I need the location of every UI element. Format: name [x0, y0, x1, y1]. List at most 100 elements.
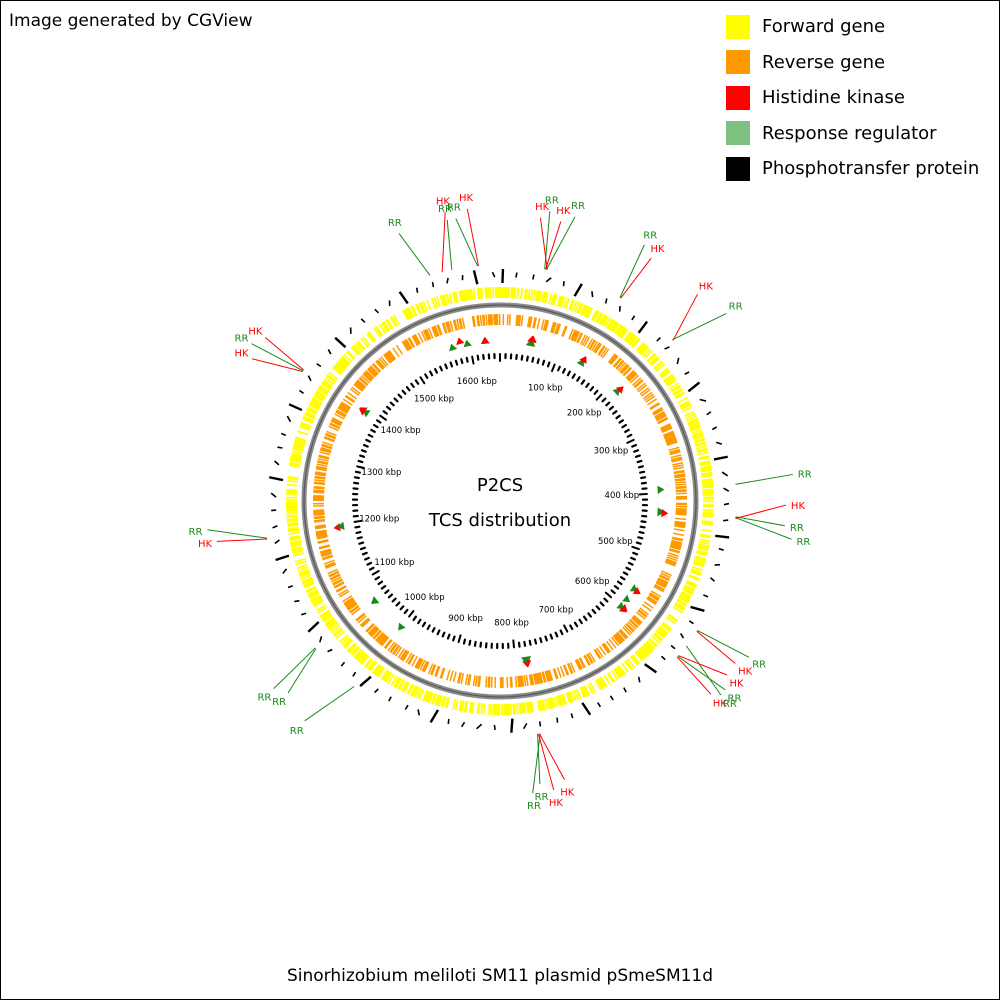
reverse-gene-mark [378, 634, 387, 645]
phosphotransfer-mark [415, 287, 419, 293]
forward-gene-mark [308, 591, 320, 598]
forward-gene-mark [309, 401, 321, 409]
forward-gene-mark [294, 440, 306, 446]
reverse-gene-mark [619, 628, 629, 638]
legend-item-phosphotransfer-protein: Phosphotransfer protein [726, 151, 979, 187]
reverse-gene-mark [429, 664, 436, 675]
callout-line [697, 630, 750, 658]
reverse-gene-mark [635, 611, 646, 620]
reverse-gene-mark [592, 342, 601, 353]
phosphotransfer-mark [581, 702, 592, 716]
reverse-gene-mark [628, 373, 638, 382]
phosphotransfer-mark [374, 308, 380, 314]
reverse-gene-mark [313, 510, 325, 513]
reverse-gene-mark [660, 423, 671, 430]
phosphotransfer-mark [491, 271, 496, 278]
reverse-gene-mark [671, 539, 683, 544]
reverse-gene-mark [431, 326, 437, 338]
forward-gene-mark [573, 689, 580, 701]
reverse-gene-mark [329, 422, 341, 429]
reverse-gene-mark [627, 372, 637, 382]
forward-gene-mark [525, 288, 529, 300]
ruler-tick [358, 541, 365, 545]
forward-gene-mark [340, 636, 350, 645]
reverse-gene-mark [323, 437, 335, 443]
forward-gene-mark [576, 302, 583, 314]
forward-gene-mark [348, 644, 358, 654]
reverse-gene-mark [625, 623, 635, 633]
forward-gene-mark [655, 630, 665, 639]
reverse-gene-mark [315, 529, 327, 533]
forward-gene-mark [596, 312, 604, 324]
reverse-gene-mark [672, 536, 684, 541]
forward-gene-mark [702, 489, 714, 493]
reverse-gene-mark [540, 319, 545, 331]
response-regulator-marker [337, 521, 345, 531]
forward-gene-mark [315, 604, 327, 612]
forward-gene-mark [476, 288, 480, 300]
reverse-gene-mark [354, 381, 365, 391]
ruler-tick [525, 355, 529, 362]
ruler-tick [638, 530, 645, 535]
forward-gene-mark [332, 627, 343, 637]
forward-gene-mark [612, 322, 620, 333]
forward-gene-mark [641, 645, 651, 655]
legend-label: Reverse gene [762, 51, 886, 73]
reverse-gene-mark [674, 478, 686, 482]
reverse-gene-mark [646, 597, 657, 606]
reverse-gene-mark [583, 336, 591, 347]
forward-gene-mark [675, 601, 686, 610]
ruler-tick [468, 639, 472, 646]
forward-gene-mark [640, 645, 650, 656]
forward-gene-mark [676, 599, 687, 607]
forward-gene-mark [651, 635, 661, 644]
forward-gene-mark [698, 455, 710, 460]
reverse-gene-mark [340, 402, 351, 410]
reverse-gene-mark [366, 368, 376, 378]
reverse-gene-mark [324, 436, 335, 442]
histidine-kinase-marker [615, 386, 624, 394]
ruler-tick [421, 621, 427, 628]
forward-gene-mark [400, 680, 408, 692]
genome-caption: Sinorhizobium meliloti SM11 plasmid pSme… [286, 966, 714, 986]
ruler-tick [357, 459, 364, 464]
reverse-gene-mark [672, 466, 685, 470]
reverse-gene-mark [591, 341, 599, 352]
forward-gene-mark [539, 699, 544, 711]
reverse-gene-mark [669, 450, 681, 456]
reverse-gene-mark [319, 451, 331, 456]
reverse-gene-mark [402, 340, 410, 351]
reverse-gene-mark [416, 658, 423, 669]
forward-gene-mark [628, 335, 637, 345]
forward-gene-mark [544, 698, 549, 710]
forward-gene-mark [387, 673, 395, 684]
reverse-gene-mark [626, 371, 637, 381]
reverse-gene-mark [317, 460, 329, 464]
forward-gene-mark [461, 700, 465, 712]
forward-gene-mark [522, 702, 526, 714]
forward-gene-mark [658, 626, 669, 635]
reverse-gene-mark [666, 438, 677, 445]
ruler-tick [632, 551, 639, 556]
rr-label: RR [257, 692, 271, 703]
phosphotransfer-mark [604, 298, 608, 304]
ruler-tick [410, 382, 415, 389]
forward-gene-mark [357, 652, 366, 662]
ruler-tick [374, 576, 381, 581]
forward-gene-mark [295, 437, 307, 443]
forward-gene-mark [305, 585, 317, 593]
ruler-tick [391, 597, 397, 603]
forward-gene-mark [679, 593, 691, 600]
reverse-gene-mark [432, 326, 438, 337]
forward-gene-mark [410, 685, 417, 697]
forward-gene-mark [684, 410, 695, 417]
reverse-gene-mark [315, 531, 327, 536]
forward-gene-mark [458, 290, 463, 302]
forward-gene-mark [332, 365, 343, 375]
forward-gene-mark [683, 585, 695, 592]
forward-gene-mark [543, 291, 548, 304]
phosphotransfer-mark [643, 663, 658, 674]
forward-gene-mark [702, 488, 714, 492]
reverse-gene-mark [668, 549, 680, 554]
forward-gene-mark [681, 405, 693, 413]
